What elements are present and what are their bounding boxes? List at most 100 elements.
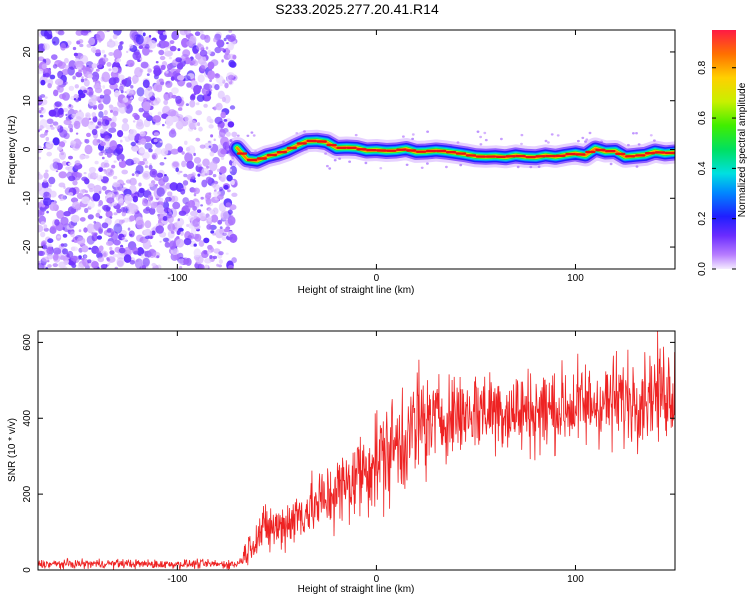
- noise-speckle: [136, 87, 145, 97]
- noise-speckle: [520, 142, 523, 146]
- noise-speckle: [198, 264, 205, 269]
- noise-speckle: [84, 138, 88, 143]
- noise-speckle: [193, 248, 201, 258]
- noise-speckle: [171, 30, 180, 41]
- noise-speckle: [128, 43, 134, 49]
- noise-speckle: [119, 41, 124, 45]
- noise-speckle: [223, 119, 228, 122]
- noise-speckle: [166, 125, 171, 129]
- snr-y-tick-label: 200: [22, 485, 33, 502]
- noise-speckle: [60, 43, 67, 51]
- noise-speckle: [199, 49, 208, 57]
- noise-speckle: [207, 61, 215, 70]
- noise-speckle: [58, 107, 64, 115]
- noise-speckle: [220, 47, 225, 52]
- noise-speckle: [94, 160, 99, 165]
- noise-speckle: [57, 235, 61, 239]
- noise-speckle: [68, 155, 73, 160]
- noise-speckle: [97, 209, 101, 214]
- noise-speckle: [93, 104, 98, 109]
- noise-speckle: [157, 111, 162, 116]
- noise-speckle: [95, 212, 101, 218]
- noise-speckle: [101, 185, 107, 191]
- noise-speckle: [214, 46, 222, 54]
- noise-speckle: [126, 50, 129, 54]
- noise-speckle: [50, 126, 55, 130]
- noise-speckle: [112, 110, 119, 117]
- noise-speckle: [54, 62, 58, 65]
- noise-speckle: [72, 180, 78, 186]
- noise-speckle: [193, 157, 202, 164]
- noise-speckle: [83, 172, 87, 175]
- noise-speckle: [218, 82, 223, 87]
- noise-speckle: [158, 78, 164, 83]
- noise-speckle: [208, 145, 212, 148]
- noise-speckle: [653, 139, 656, 142]
- noise-speckle: [113, 223, 123, 234]
- noise-speckle: [456, 141, 460, 144]
- noise-speckle: [205, 198, 212, 205]
- noise-speckle: [95, 49, 101, 53]
- noise-speckle: [71, 201, 80, 209]
- noise-speckle: [139, 161, 145, 166]
- noise-speckle: [109, 140, 118, 150]
- noise-speckle: [79, 109, 82, 112]
- noise-speckle: [173, 253, 180, 260]
- noise-speckle: [119, 146, 123, 149]
- noise-speckle: [113, 49, 122, 60]
- noise-speckle: [131, 146, 139, 152]
- noise-speckle: [58, 141, 66, 148]
- snr-series: [38, 331, 675, 570]
- noise-speckle: [158, 197, 164, 202]
- noise-speckle: [206, 249, 212, 255]
- noise-speckle: [190, 80, 198, 86]
- noise-speckle: [65, 113, 68, 117]
- noise-speckle: [41, 181, 49, 189]
- noise-speckle: [159, 140, 163, 143]
- noise-speckle: [103, 252, 107, 257]
- noise-speckle: [79, 154, 85, 160]
- noise-speckle: [43, 146, 46, 149]
- noise-speckle: [63, 211, 71, 217]
- noise-speckle: [104, 30, 107, 33]
- noise-speckle: [198, 240, 205, 247]
- noise-speckle: [116, 208, 122, 214]
- noise-speckle: [229, 139, 233, 143]
- noise-region: [38, 30, 675, 269]
- noise-speckle: [186, 173, 196, 181]
- noise-speckle: [162, 123, 165, 127]
- noise-speckle: [166, 213, 173, 219]
- noise-speckle: [104, 119, 110, 126]
- noise-speckle: [126, 95, 131, 99]
- noise-speckle: [46, 246, 53, 255]
- noise-speckle: [103, 204, 111, 212]
- noise-speckle: [228, 30, 233, 33]
- noise-speckle: [91, 112, 97, 118]
- noise-speckle: [82, 30, 91, 34]
- noise-speckle: [227, 189, 231, 193]
- noise-speckle: [134, 67, 143, 78]
- noise-speckle: [130, 141, 136, 147]
- noise-speckle: [187, 235, 193, 239]
- colorbar-ticks: 0.0 0.2 0.4 0.6 0.8: [697, 60, 736, 276]
- noise-speckle: [229, 165, 237, 176]
- noise-speckle: [113, 149, 121, 156]
- noise-speckle: [154, 147, 162, 155]
- noise-speckle: [57, 30, 65, 36]
- noise-speckle: [172, 201, 181, 210]
- noise-speckle: [209, 255, 213, 259]
- noise-speckle: [149, 231, 153, 235]
- noise-speckle: [42, 73, 46, 78]
- noise-speckle: [184, 140, 188, 145]
- noise-speckle: [178, 258, 185, 265]
- noise-speckle: [193, 187, 201, 194]
- noise-speckle: [254, 150, 257, 153]
- snr-y-tick-label: 400: [22, 409, 33, 426]
- colorbar-tick-label: 0.6: [697, 111, 708, 125]
- spectrogram-x-tick-label: 0: [374, 273, 380, 284]
- noise-speckle: [151, 262, 157, 267]
- noise-speckle: [44, 68, 48, 73]
- noise-speckle: [193, 193, 197, 197]
- noise-speckle: [102, 57, 109, 62]
